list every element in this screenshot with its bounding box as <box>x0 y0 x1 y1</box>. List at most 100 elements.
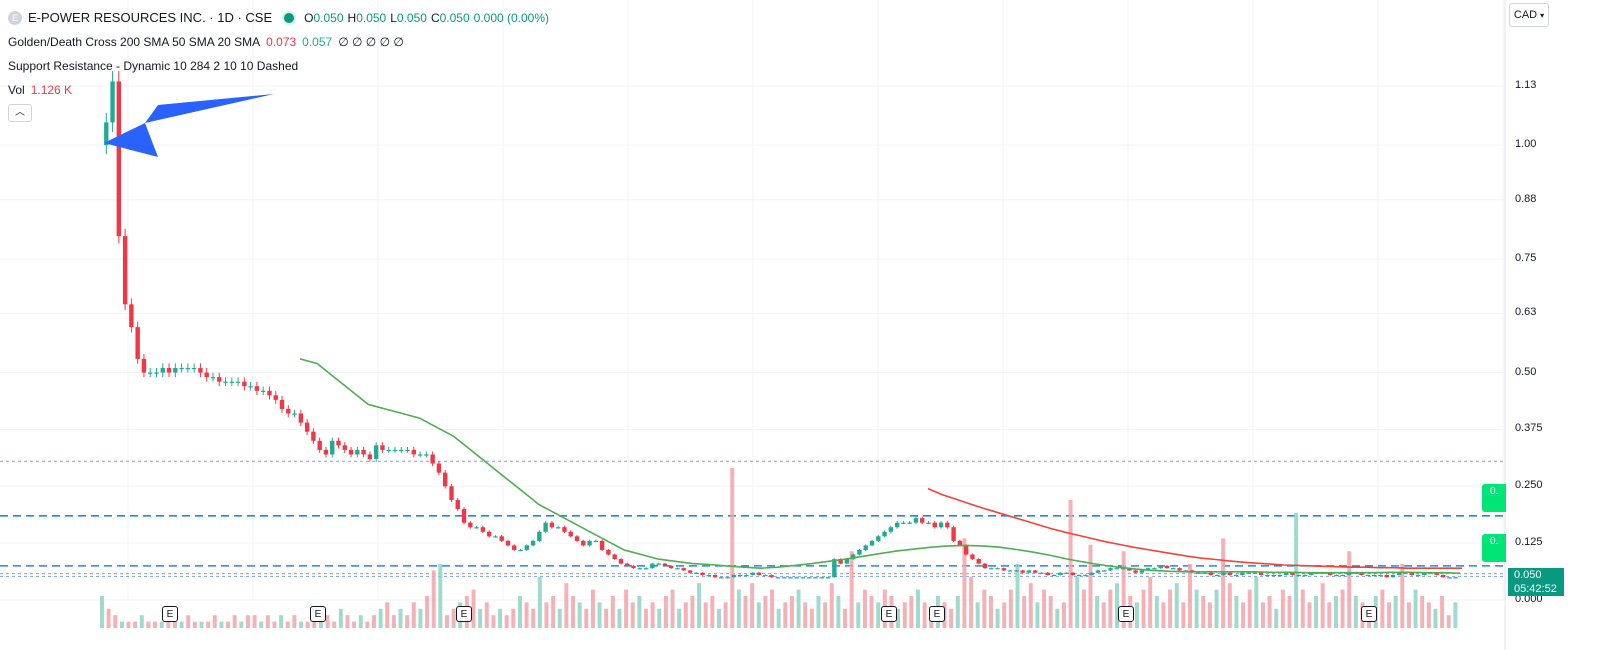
candle-body <box>436 463 442 473</box>
candle-body <box>825 577 831 579</box>
volume-bar <box>411 602 416 628</box>
volume-bar <box>644 608 648 628</box>
earnings-marker[interactable]: E <box>881 606 897 622</box>
candle-body <box>1296 574 1302 577</box>
indicator-support-resistance[interactable]: Support Resistance - Dynamic 10 284 2 10… <box>8 54 553 78</box>
volume-bar <box>716 608 721 628</box>
candle-body <box>788 577 793 579</box>
volume-bar <box>1254 576 1259 628</box>
candle-body <box>807 577 812 579</box>
candle-body <box>876 536 881 541</box>
candle-body <box>700 572 705 575</box>
volume-bar <box>571 596 576 628</box>
volume-bar <box>1406 602 1411 628</box>
volume-bar <box>1015 564 1020 628</box>
candle-body <box>298 413 304 423</box>
candle-body <box>311 431 316 441</box>
earnings-marker[interactable]: E <box>310 606 326 622</box>
volume-bar <box>577 602 582 628</box>
candlestick-series <box>104 71 1458 579</box>
market-status-icon[interactable] <box>284 13 295 23</box>
last-price-value: 0.050 <box>1514 569 1542 581</box>
earnings-marker[interactable]: E <box>1118 606 1134 622</box>
volume-bar <box>809 608 814 628</box>
candle-body <box>1058 572 1063 575</box>
volume-bar <box>451 608 456 628</box>
volume-bar <box>750 583 755 628</box>
candle-body <box>380 445 385 450</box>
candle-body <box>1120 568 1126 570</box>
candle-body <box>725 577 730 579</box>
candle-body <box>599 540 605 550</box>
earnings-marker[interactable]: E <box>1361 606 1377 622</box>
candle-body <box>1014 570 1019 572</box>
symbol-header: E E-POWER RESOURCES INC. · 1D · CSE O0.0… <box>8 6 553 30</box>
candle-body <box>593 540 599 543</box>
candle-body <box>524 545 529 550</box>
candle-body <box>141 358 147 373</box>
volume-bar <box>869 596 874 628</box>
candle-body <box>104 122 109 146</box>
candle-body <box>932 522 937 528</box>
earnings-marker[interactable]: E <box>162 606 178 622</box>
candle-body <box>907 522 912 524</box>
volume-bar <box>604 608 609 628</box>
candle-body <box>813 577 818 579</box>
candle-body <box>1371 574 1377 577</box>
price-axis[interactable]: 1.13 1.00 0.88 0.75 0.63 0.50 0.375 0.250 0.125 0… <box>1505 0 1611 650</box>
candle-body <box>185 368 191 370</box>
volume-bar <box>318 621 323 628</box>
volume-bar <box>630 602 635 628</box>
indicator-volume[interactable]: Vol 1.126 K <box>8 78 553 102</box>
volume-bar <box>484 602 489 628</box>
candle-body <box>486 531 492 537</box>
volume-bar <box>1207 602 1212 628</box>
candle-body <box>518 549 523 552</box>
candle-body <box>373 445 379 459</box>
earnings-marker[interactable]: E <box>929 606 945 622</box>
volume-bar <box>1241 602 1246 628</box>
candle-body <box>210 377 216 379</box>
volume-bar <box>1274 608 1279 628</box>
currency-selector[interactable]: CAD ▾ <box>1509 3 1549 27</box>
candle-body <box>160 368 165 373</box>
symbol-title[interactable]: E-POWER RESOURCES INC. · 1D · CSE <box>28 10 273 25</box>
volume-bar <box>478 608 483 628</box>
volume-bar <box>206 621 211 628</box>
candle-body <box>1327 572 1333 575</box>
candle-body <box>1102 570 1107 572</box>
volume-bar <box>730 468 735 628</box>
candle-body <box>819 577 824 579</box>
volume-bar <box>385 602 390 628</box>
candle-body <box>235 381 241 383</box>
volume-bar <box>153 621 158 628</box>
volume-bar <box>1327 602 1332 628</box>
collapse-legend-button[interactable]: ︿ <box>8 104 32 122</box>
candle-body <box>530 540 536 546</box>
volume-value: 1.126 K <box>30 83 73 97</box>
earnings-marker[interactable]: E <box>456 606 472 622</box>
candle-body <box>1422 572 1427 575</box>
volume-bar <box>1393 596 1398 628</box>
price-tick-label: 0.375 <box>1515 422 1543 435</box>
volume-bar <box>856 602 861 628</box>
candle-body <box>493 536 498 538</box>
candle-body <box>1202 572 1207 574</box>
candle-body <box>1127 568 1132 571</box>
candle-body <box>1158 565 1163 569</box>
candle-body <box>1133 570 1138 573</box>
volume-bar <box>697 583 702 628</box>
candle-body <box>1284 572 1289 575</box>
ohlc-key: L <box>390 11 397 25</box>
candle-body <box>1290 572 1295 575</box>
candle-body <box>166 368 172 373</box>
candle-body <box>681 568 686 571</box>
indicator-golden-cross[interactable]: Golden/Death Cross 200 SMA 50 SMA 20 SMA… <box>8 30 553 54</box>
volume-bar <box>922 602 927 628</box>
candle-body <box>869 540 875 546</box>
candle-body <box>443 472 448 487</box>
candle-body <box>348 449 354 455</box>
volume-bar <box>232 615 237 628</box>
candle-body <box>1359 572 1364 575</box>
